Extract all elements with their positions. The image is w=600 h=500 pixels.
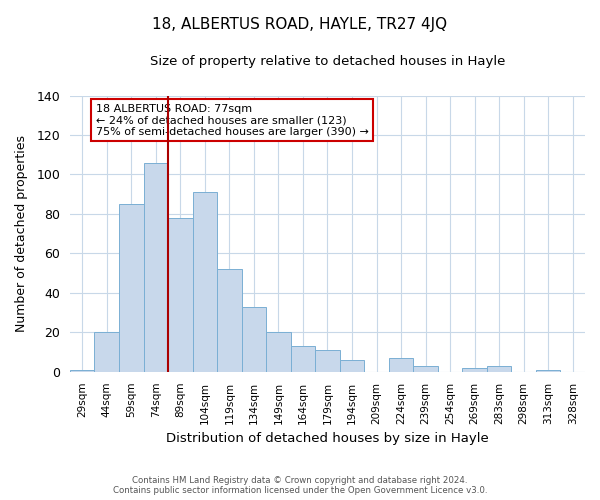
Title: Size of property relative to detached houses in Hayle: Size of property relative to detached ho…: [150, 55, 505, 68]
Bar: [266, 332, 290, 372]
Bar: [94, 332, 119, 372]
Bar: [242, 306, 266, 372]
Bar: [217, 269, 242, 372]
Text: Contains HM Land Registry data © Crown copyright and database right 2024.
Contai: Contains HM Land Registry data © Crown c…: [113, 476, 487, 495]
Bar: [119, 204, 143, 372]
Bar: [536, 370, 560, 372]
Bar: [143, 162, 168, 372]
Bar: [389, 358, 413, 372]
Bar: [315, 350, 340, 372]
Bar: [193, 192, 217, 372]
Bar: [413, 366, 438, 372]
Bar: [340, 360, 364, 372]
Text: 18 ALBERTUS ROAD: 77sqm
← 24% of detached houses are smaller (123)
75% of semi-d: 18 ALBERTUS ROAD: 77sqm ← 24% of detache…: [95, 104, 368, 137]
Bar: [70, 370, 94, 372]
Y-axis label: Number of detached properties: Number of detached properties: [15, 135, 28, 332]
X-axis label: Distribution of detached houses by size in Hayle: Distribution of detached houses by size …: [166, 432, 489, 445]
Bar: [290, 346, 315, 372]
Text: 18, ALBERTUS ROAD, HAYLE, TR27 4JQ: 18, ALBERTUS ROAD, HAYLE, TR27 4JQ: [152, 18, 448, 32]
Bar: [487, 366, 511, 372]
Bar: [463, 368, 487, 372]
Bar: [168, 218, 193, 372]
